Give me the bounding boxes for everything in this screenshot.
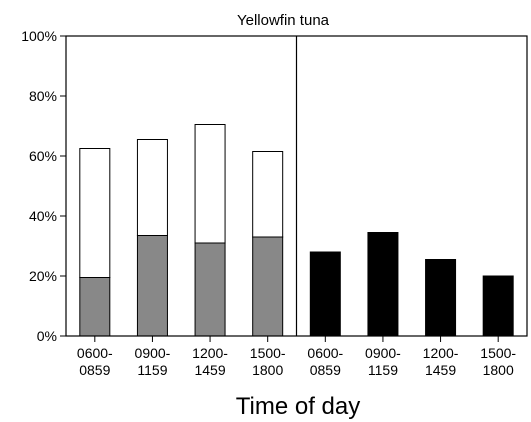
- bars: [79, 124, 514, 337]
- x-tick-label: 1800: [252, 362, 283, 378]
- y-tick-label: 80%: [29, 88, 57, 104]
- x-tick-label: 0600-: [77, 345, 113, 361]
- x-tick-label: 0900-: [135, 345, 171, 361]
- x-tick-label: 1159: [137, 362, 167, 378]
- y-tick-label: 40%: [29, 208, 57, 224]
- bar-segment: [194, 242, 226, 337]
- x-tick-label: 0859: [79, 362, 110, 378]
- x-tick-label: 1500-: [480, 345, 516, 361]
- bar: [367, 232, 399, 337]
- x-tick-label: 1459: [194, 362, 225, 378]
- bar-segment: [136, 139, 168, 236]
- y-tick-label: 0%: [37, 328, 57, 344]
- bar-segment: [79, 277, 111, 337]
- x-tick-label: 0600-: [307, 345, 343, 361]
- y-tick-label: 60%: [29, 148, 57, 164]
- x-tick-label: 1159: [368, 362, 398, 378]
- x-axis: 0600-08590900-11591200-14591500-18000600…: [77, 336, 516, 378]
- bar: [482, 275, 514, 337]
- y-tick-label: 100%: [21, 28, 57, 44]
- x-tick-label: 0900-: [365, 345, 401, 361]
- x-tick-label: 1459: [425, 362, 456, 378]
- x-tick-label: 1800: [483, 362, 514, 378]
- x-tick-label: 1200-: [423, 345, 459, 361]
- bar-segment: [252, 151, 284, 238]
- bar: [425, 259, 457, 337]
- x-tick-label: 1200-: [192, 345, 228, 361]
- x-tick-label: 0859: [310, 362, 341, 378]
- x-tick-label: 1500-: [250, 345, 286, 361]
- bar: [309, 251, 341, 337]
- bar-segment: [252, 236, 284, 337]
- plot-frame: [65, 35, 528, 337]
- y-axis: 0% 20% 40% 60% 80% 100%: [21, 28, 66, 344]
- x-axis-label: Time of day: [236, 393, 361, 420]
- bar-segment: [136, 235, 168, 337]
- chart-title: Yellowfin tuna: [237, 12, 330, 29]
- bar-segment: [194, 124, 226, 244]
- y-tick-label: 20%: [29, 268, 57, 284]
- bar-segment: [79, 148, 111, 278]
